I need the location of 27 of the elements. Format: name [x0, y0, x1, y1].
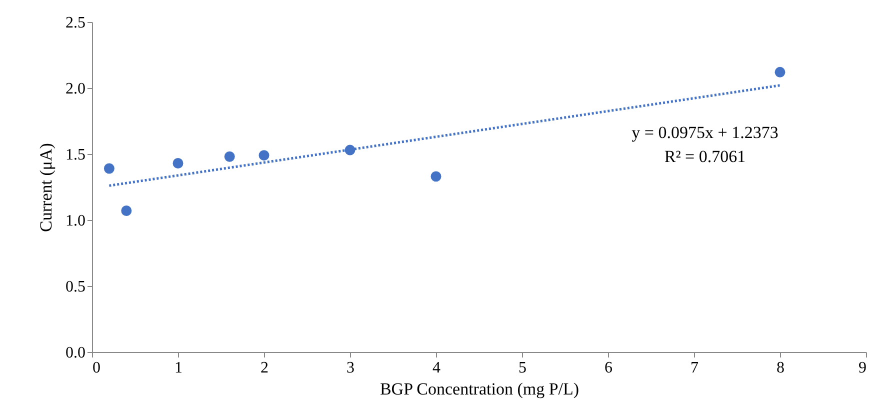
annotation: R² = 0.7061 — [664, 147, 746, 166]
y-tick-label: 0.5 — [66, 278, 86, 296]
point — [172, 158, 184, 168]
y-tick-label: 1.0 — [66, 212, 86, 230]
x-tick-label: 1 — [174, 360, 182, 376]
point — [774, 66, 786, 78]
point — [430, 171, 442, 182]
y-tick-label: 2.5 — [66, 14, 86, 32]
x-tick-label: 3 — [346, 360, 354, 376]
x-tick-label: 0 — [92, 360, 100, 376]
y-tick-label: 0.0 — [66, 344, 86, 362]
x-tick-label: 6 — [604, 360, 612, 376]
annotation: y = 0.0975x + 1.2373 — [632, 123, 778, 142]
point — [258, 150, 270, 161]
x-tick-label: 7 — [690, 360, 698, 376]
x-tick-label: 2 — [260, 360, 268, 376]
y-tick-label: 1.5 — [66, 146, 86, 164]
x-tick-label: 4 — [432, 360, 440, 376]
y-tick-label: 2.0 — [66, 80, 86, 98]
y-axis-title: Current (μA) — [36, 143, 56, 232]
x-tick-label: 9 — [858, 360, 866, 376]
point — [224, 151, 235, 162]
point — [121, 206, 132, 216]
point — [104, 163, 114, 174]
x-tick-label: 5 — [518, 360, 526, 376]
x-tick-label: 8 — [776, 360, 784, 376]
x-axis-title: BGP Concentration (mg P/L) — [380, 380, 580, 398]
